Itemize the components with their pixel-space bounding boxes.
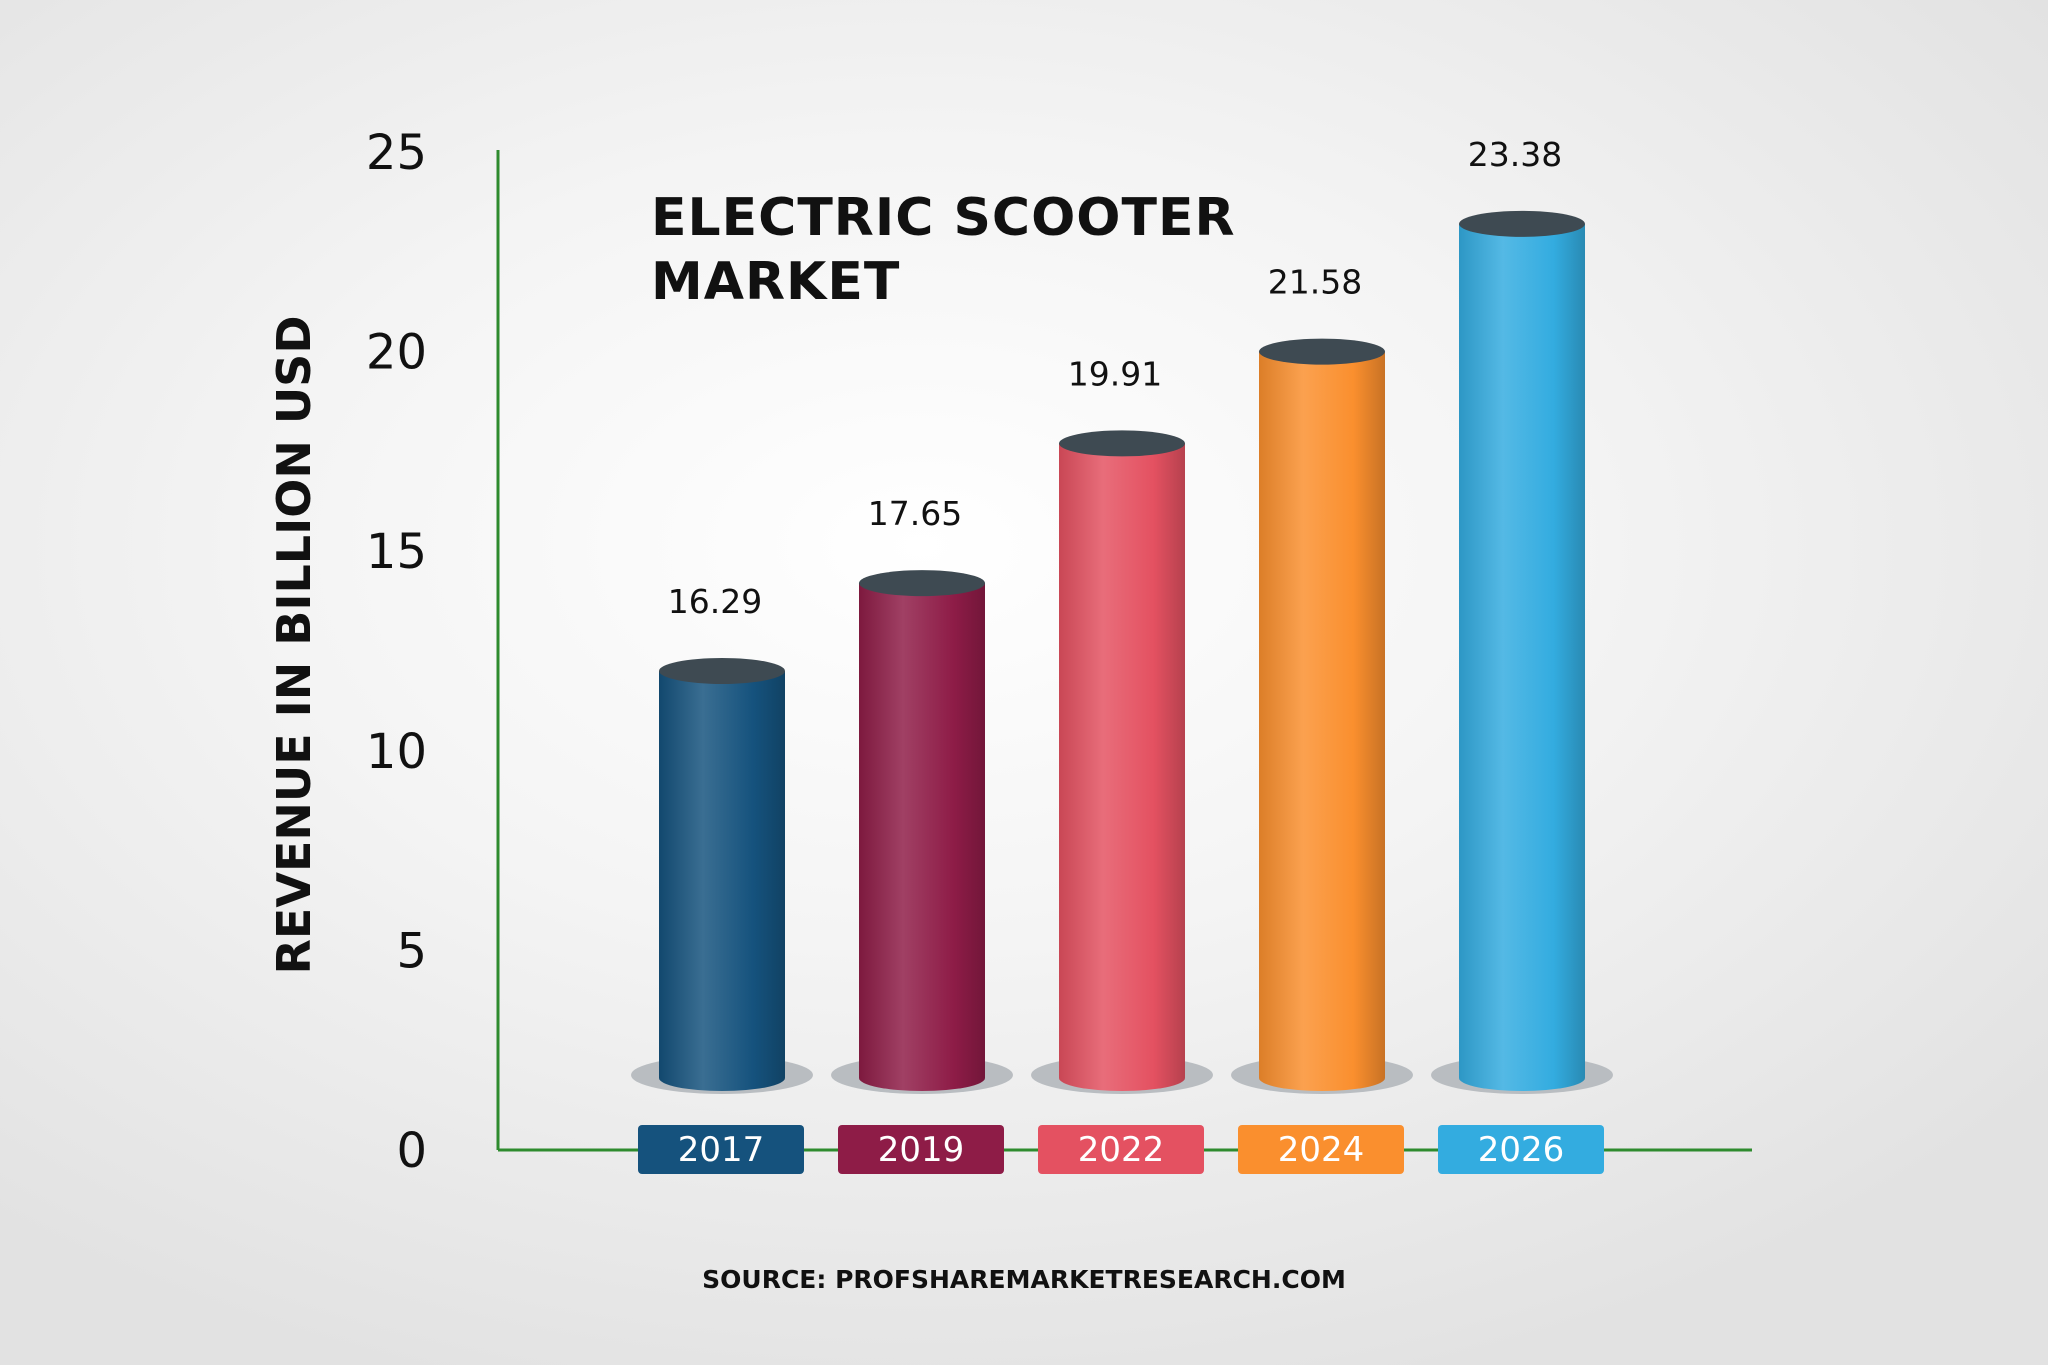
x-category-pill — [838, 1125, 1004, 1174]
value-label-2019: 17.65 — [868, 494, 962, 533]
y-tick-label: 0 — [396, 1123, 427, 1179]
y-tick-label: 25 — [366, 125, 427, 181]
bar-2022 — [1059, 443, 1185, 1091]
bars — [659, 210, 1585, 1092]
value-label-2022: 19.91 — [1068, 354, 1162, 393]
x-category-label-2019: 2019 — [878, 1130, 965, 1170]
x-category-pill — [1438, 1125, 1604, 1174]
x-category-pill — [1038, 1125, 1204, 1174]
y-tick-labels: 0 5 10 15 20 25 — [366, 125, 427, 1179]
chart-title-line-1: ELECTRIC SCOOTER — [651, 188, 1236, 248]
bar-top-cap — [859, 570, 985, 597]
bar-top-cap — [659, 657, 785, 684]
y-axis-label: REVENUE IN BILLION USD — [267, 316, 321, 975]
bar-2024 — [1259, 351, 1385, 1092]
x-category-pill — [638, 1125, 804, 1174]
y-tick-label: 20 — [366, 325, 427, 381]
bar-2019 — [859, 583, 985, 1091]
x-category-label-2022: 2022 — [1078, 1130, 1165, 1170]
chart-title-line-2: MARKET — [651, 252, 901, 312]
y-tick-label: 15 — [366, 524, 427, 580]
y-tick-label: 5 — [396, 923, 427, 979]
source-note: SOURCE: PROFSHAREMARKETRESEARCH.COM — [702, 1265, 1346, 1294]
bar-top-cap — [1059, 430, 1185, 457]
bar-2017 — [659, 670, 785, 1091]
bar-top-cap — [1259, 338, 1385, 365]
x-category-labels: 2017 2019 2022 2024 2026 — [638, 1125, 1604, 1174]
value-labels: 16.29 17.65 19.91 21.58 23.38 — [668, 135, 1562, 621]
value-label-2024: 21.58 — [1268, 263, 1362, 302]
value-label-2026: 23.38 — [1468, 135, 1562, 174]
x-category-label-2024: 2024 — [1278, 1130, 1365, 1170]
x-category-label-2026: 2026 — [1478, 1130, 1565, 1170]
bar-top-cap — [1459, 210, 1585, 237]
bar-2026 — [1459, 223, 1585, 1091]
y-tick-label: 10 — [366, 724, 427, 780]
chart-title: ELECTRIC SCOOTER MARKET — [651, 186, 1236, 314]
x-category-label-2017: 2017 — [678, 1130, 765, 1170]
value-label-2017: 16.29 — [668, 582, 762, 621]
x-category-pill — [1238, 1125, 1404, 1174]
